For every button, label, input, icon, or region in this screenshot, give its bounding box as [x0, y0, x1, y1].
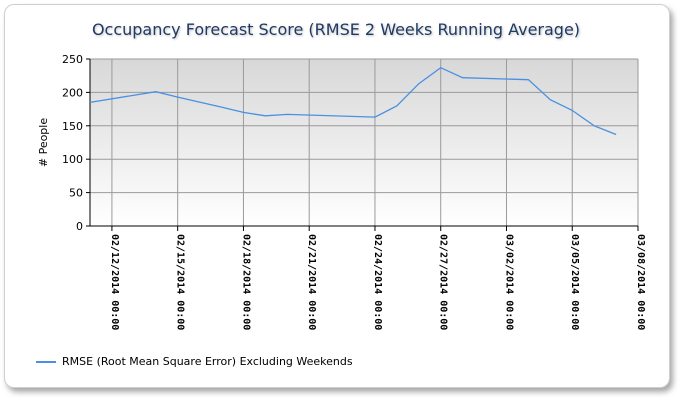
x-tick-label: 03/08/2014 00:00: [635, 234, 646, 330]
data-point: [615, 133, 617, 135]
data-point: [440, 67, 442, 69]
y-tick-label: 150: [62, 120, 83, 133]
y-tick-label: 250: [62, 53, 83, 66]
data-point: [396, 105, 398, 107]
x-tick-label: 03/05/2014 00:00: [569, 234, 580, 330]
data-point: [264, 115, 266, 117]
data-point: [89, 101, 91, 103]
y-tick-label: 200: [62, 86, 83, 99]
data-point: [571, 109, 573, 111]
data-point: [527, 79, 529, 81]
x-tick-label: 02/24/2014 00:00: [372, 234, 383, 330]
x-tick-label: 02/27/2014 00:00: [438, 234, 449, 330]
x-tick-label: 02/21/2014 00:00: [306, 234, 317, 330]
data-point: [549, 99, 551, 101]
series-line: [89, 66, 617, 136]
x-tick-label: 02/18/2014 00:00: [240, 234, 251, 330]
legend-swatch: [36, 360, 56, 363]
x-tick-label: 02/12/2014 00:00: [109, 234, 120, 330]
chart-title: Occupancy Forecast Score (RMSE 2 Weeks R…: [91, 20, 581, 39]
data-point: [418, 83, 420, 85]
data-point: [593, 125, 595, 127]
data-point: [374, 116, 376, 118]
data-point: [155, 91, 157, 93]
legend-label: RMSE (Root Mean Square Error) Excluding …: [62, 355, 353, 368]
legend: RMSE (Root Mean Square Error) Excluding …: [36, 355, 353, 368]
plot-area: [90, 59, 638, 226]
data-point: [286, 113, 288, 115]
data-point: [221, 106, 223, 108]
x-tick-label: 03/02/2014 00:00: [503, 234, 514, 330]
x-tick-label: 02/15/2014 00:00: [175, 234, 186, 330]
y-axis-label: # People: [37, 118, 50, 167]
data-point: [242, 111, 244, 113]
data-point: [462, 77, 464, 79]
y-tick-label: 100: [62, 153, 83, 166]
y-tick-label: 50: [69, 187, 83, 200]
y-tick-label: 0: [76, 220, 83, 233]
data-point: [177, 96, 179, 98]
